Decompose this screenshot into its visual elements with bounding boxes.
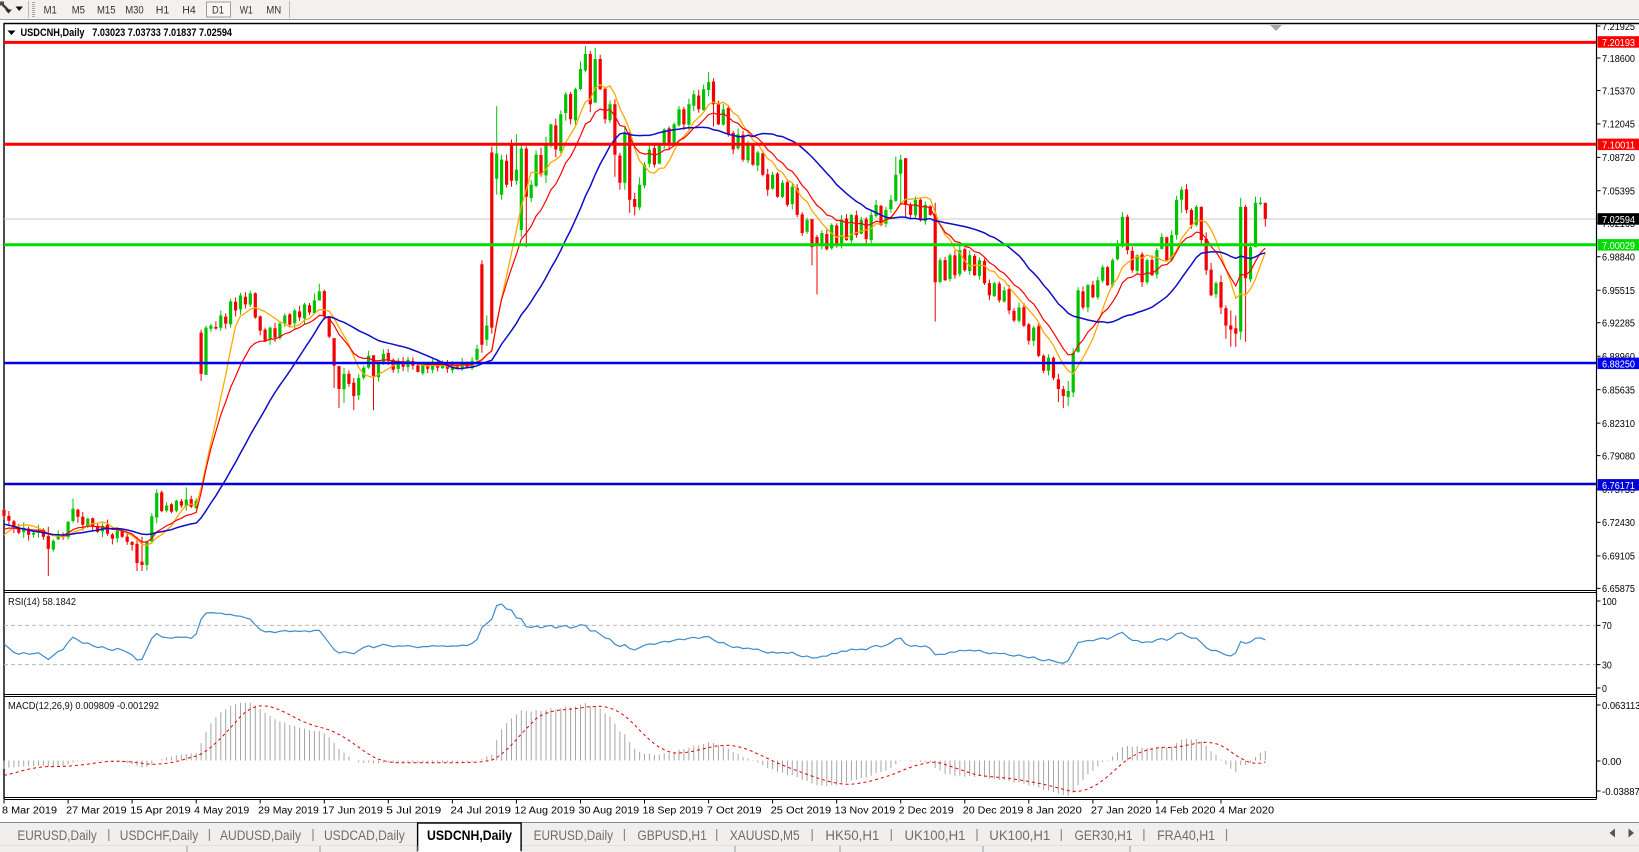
svg-text:14 Feb 2020: 14 Feb 2020 xyxy=(1155,806,1216,817)
svg-text:7.03023 7.03733 7.01837 7.0259: 7.03023 7.03733 7.01837 7.02594 xyxy=(92,27,233,39)
svg-text:EURUSD,Daily: EURUSD,Daily xyxy=(17,828,97,843)
svg-text:13 Nov 2019: 13 Nov 2019 xyxy=(835,806,896,817)
svg-text:12 Aug 2019: 12 Aug 2019 xyxy=(514,806,575,817)
svg-text:24 Jul 2019: 24 Jul 2019 xyxy=(450,806,511,817)
svg-text:8 Jan 2020: 8 Jan 2020 xyxy=(1027,806,1082,817)
svg-text:7.20193: 7.20193 xyxy=(1602,38,1635,49)
svg-text:UK100,H1: UK100,H1 xyxy=(905,828,966,843)
svg-text:6.79080: 6.79080 xyxy=(1602,451,1635,462)
svg-text:30 Aug 2019: 30 Aug 2019 xyxy=(579,806,640,817)
svg-text:0.00: 0.00 xyxy=(1602,757,1622,768)
svg-text:7.05395: 7.05395 xyxy=(1602,187,1635,198)
svg-text:W1: W1 xyxy=(240,5,253,17)
svg-text:FRA40,H1: FRA40,H1 xyxy=(1157,828,1215,843)
svg-text:27 Jan 2020: 27 Jan 2020 xyxy=(1091,806,1152,817)
svg-text:6.98840: 6.98840 xyxy=(1602,253,1635,264)
svg-text:USDCNH,Daily: USDCNH,Daily xyxy=(427,828,512,843)
svg-text:7.00029: 7.00029 xyxy=(1602,241,1635,252)
svg-text:20 Dec 2019: 20 Dec 2019 xyxy=(963,806,1024,817)
svg-text:RSI(14) 58.1842: RSI(14) 58.1842 xyxy=(8,596,76,608)
svg-text:M15: M15 xyxy=(97,5,116,17)
svg-text:7.02594: 7.02594 xyxy=(1602,215,1635,226)
svg-text:GER30,H1: GER30,H1 xyxy=(1075,828,1133,843)
svg-text:29 May 2019: 29 May 2019 xyxy=(258,806,319,817)
svg-text:MACD(12,26,9) 0.009809 -0.0012: MACD(12,26,9) 0.009809 -0.001292 xyxy=(8,700,159,712)
svg-text:7.15370: 7.15370 xyxy=(1602,86,1635,97)
svg-text:7 Oct 2019: 7 Oct 2019 xyxy=(707,806,762,817)
svg-text:6.72430: 6.72430 xyxy=(1602,518,1635,529)
svg-text:7.18600: 7.18600 xyxy=(1602,54,1635,65)
svg-text:USDCHF,Daily: USDCHF,Daily xyxy=(120,828,199,843)
svg-text:H4: H4 xyxy=(182,5,196,17)
svg-text:5 Jul 2019: 5 Jul 2019 xyxy=(386,806,442,817)
svg-text:18 Sep 2019: 18 Sep 2019 xyxy=(643,806,704,817)
svg-text:XAUUSD,M5: XAUUSD,M5 xyxy=(730,828,800,843)
svg-text:AUDUSD,Daily: AUDUSD,Daily xyxy=(220,828,301,843)
svg-text:6.92285: 6.92285 xyxy=(1602,319,1635,330)
svg-text:UK100,H1: UK100,H1 xyxy=(989,828,1050,843)
svg-text:30: 30 xyxy=(1602,660,1612,671)
svg-text:-0.038872: -0.038872 xyxy=(1602,787,1639,798)
svg-text:100: 100 xyxy=(1602,597,1617,608)
svg-text:GBPUSD,H1: GBPUSD,H1 xyxy=(637,828,706,843)
svg-text:6.76171: 6.76171 xyxy=(1602,481,1635,492)
svg-text:EURUSD,Daily: EURUSD,Daily xyxy=(534,828,614,843)
svg-text:6.82310: 6.82310 xyxy=(1602,419,1635,430)
svg-text:6.88960: 6.88960 xyxy=(1602,352,1635,363)
svg-text:D1: D1 xyxy=(212,5,224,17)
svg-text:M1: M1 xyxy=(44,5,57,17)
svg-text:4 Mar 2020: 4 Mar 2020 xyxy=(1219,806,1274,817)
svg-text:M30: M30 xyxy=(125,5,144,17)
svg-text:6.65875: 6.65875 xyxy=(1602,584,1635,595)
svg-text:7.08720: 7.08720 xyxy=(1602,153,1635,164)
svg-text:70: 70 xyxy=(1602,621,1612,632)
svg-text:USDCAD,Daily: USDCAD,Daily xyxy=(324,828,405,843)
svg-text:6.85635: 6.85635 xyxy=(1602,385,1635,396)
svg-text:H1: H1 xyxy=(156,5,170,17)
svg-text:17 Jun 2019: 17 Jun 2019 xyxy=(322,806,383,817)
svg-text:15 Apr 2019: 15 Apr 2019 xyxy=(130,806,191,817)
svg-text:MN: MN xyxy=(266,5,281,17)
svg-text:0.063113: 0.063113 xyxy=(1602,701,1639,712)
svg-text:25 Oct 2019: 25 Oct 2019 xyxy=(771,806,832,817)
svg-text:6.69105: 6.69105 xyxy=(1602,552,1635,563)
svg-text:7.10011: 7.10011 xyxy=(1602,140,1635,151)
svg-text:7.21925: 7.21925 xyxy=(1602,22,1635,33)
svg-text:USDCNH,Daily: USDCNH,Daily xyxy=(21,27,86,39)
svg-text:8 Mar 2019: 8 Mar 2019 xyxy=(2,806,57,817)
svg-text:6.88250: 6.88250 xyxy=(1602,359,1635,370)
svg-text:4 May 2019: 4 May 2019 xyxy=(194,806,249,817)
svg-text:27 Mar 2019: 27 Mar 2019 xyxy=(66,806,127,817)
svg-text:M5: M5 xyxy=(72,5,85,17)
svg-text:6.95515: 6.95515 xyxy=(1602,286,1635,297)
svg-text:HK50,H1: HK50,H1 xyxy=(825,828,879,843)
svg-text:0: 0 xyxy=(1602,684,1607,695)
svg-text:2 Dec 2019: 2 Dec 2019 xyxy=(899,806,954,817)
svg-text:7.12045: 7.12045 xyxy=(1602,120,1635,131)
